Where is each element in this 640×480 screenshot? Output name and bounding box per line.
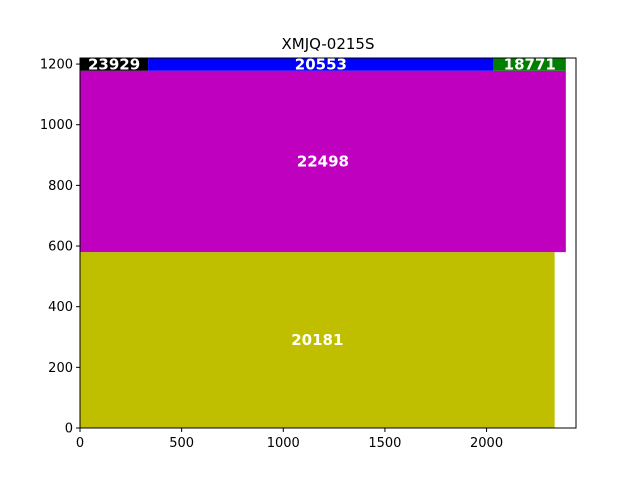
y-tick-label-1200: 1200 <box>40 58 73 73</box>
y-axis: 0 200 400 600 800 1000 1200 <box>40 58 80 437</box>
rectangle-23929 <box>80 58 149 71</box>
rectangle-labels-layer: 20181 22498 23929 20553 18771 <box>88 55 556 349</box>
rectangle-20553 <box>148 58 494 71</box>
x-tick-label-1500: 1500 <box>368 436 401 451</box>
rectangles-layer <box>80 58 566 428</box>
y-tick-label-200: 200 <box>48 361 73 376</box>
y-tick-label-600: 600 <box>48 240 73 255</box>
rectangle-22498 <box>80 70 566 253</box>
x-tick-label-500: 500 <box>169 436 194 451</box>
x-tick-label-1000: 1000 <box>267 436 300 451</box>
y-tick-label-1000: 1000 <box>40 118 73 133</box>
x-tick-label-2000: 2000 <box>470 436 503 451</box>
x-tick-label-0: 0 <box>76 436 84 451</box>
rectangle-18771 <box>493 58 566 71</box>
plot-frame <box>79 57 577 429</box>
rectangle-label-20553: 20553 <box>295 55 347 73</box>
chart-title: XMJQ-0215S <box>282 35 375 53</box>
y-tick-label-400: 400 <box>48 300 73 315</box>
y-tick-label-0: 0 <box>65 422 73 437</box>
rectangle-label-20181: 20181 <box>291 331 343 349</box>
rectangle-20181 <box>80 252 555 428</box>
rectangle-label-18771: 18771 <box>504 55 556 73</box>
x-axis: 0 500 1000 1500 2000 <box>76 428 503 451</box>
rectangle-label-23929: 23929 <box>88 55 140 73</box>
rectangle-label-22498: 22498 <box>297 152 349 170</box>
y-tick-label-800: 800 <box>48 179 73 194</box>
